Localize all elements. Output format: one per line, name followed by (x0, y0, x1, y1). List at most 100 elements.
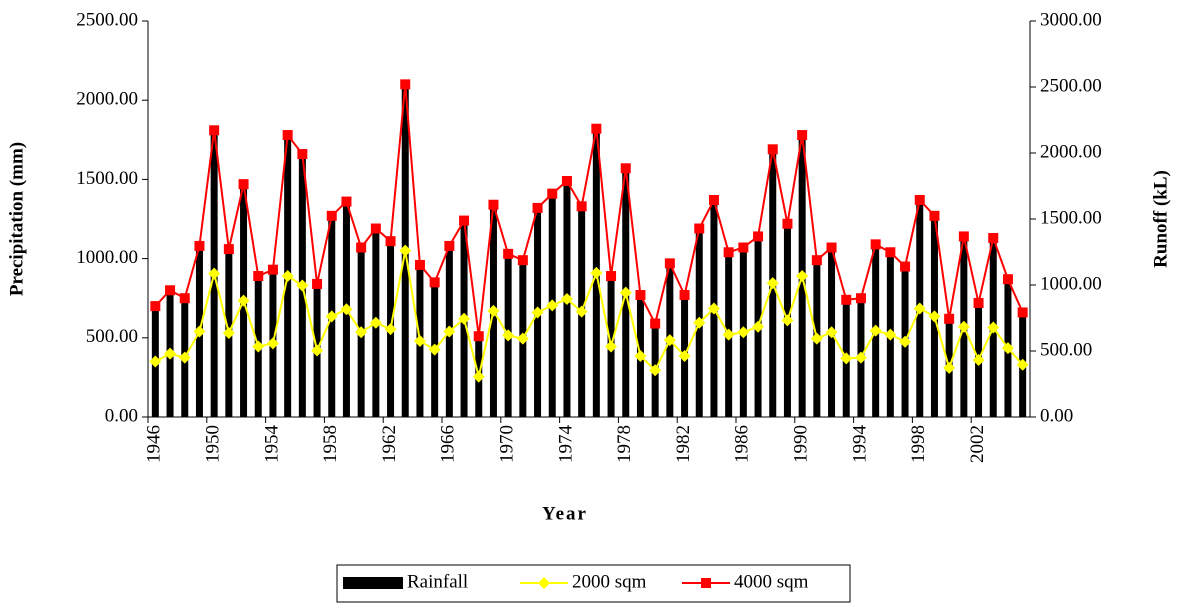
marker (810, 332, 823, 345)
legend-label: 2000 sqm (572, 571, 647, 592)
marker (532, 202, 543, 213)
marker (723, 247, 734, 258)
y2-axis-title: Runoff (kL) (1150, 170, 1171, 268)
legend-box (336, 564, 851, 603)
marker (297, 149, 308, 160)
marker (841, 294, 852, 305)
marker (546, 299, 559, 312)
marker (311, 344, 324, 357)
marker (619, 286, 632, 299)
marker (238, 179, 249, 190)
marker (707, 302, 720, 315)
y2-tick-label: 2000.00 (1040, 141, 1102, 162)
marker (503, 248, 514, 259)
x-tick-label: 1986 (732, 425, 753, 463)
marker (326, 210, 337, 221)
marker (797, 130, 808, 141)
marker (531, 306, 544, 319)
marker (605, 340, 618, 353)
marker (825, 326, 838, 339)
marker (634, 350, 647, 363)
marker (443, 325, 456, 338)
marker (650, 318, 661, 329)
marker (502, 329, 515, 342)
x-tick-label: 1994 (849, 425, 870, 464)
marker (752, 320, 765, 333)
y2-tick-label: 1500.00 (1040, 207, 1102, 228)
marker (869, 324, 882, 337)
marker (973, 297, 984, 308)
marker (369, 316, 382, 329)
marker (840, 352, 853, 365)
marker (958, 231, 969, 242)
marker (325, 310, 338, 323)
marker (458, 312, 471, 325)
x-tick-label: 1998 (908, 425, 929, 463)
marker (282, 130, 293, 141)
x-tick-label: 1954 (261, 425, 282, 464)
y2-tick-label: 2500.00 (1040, 75, 1102, 96)
marker (179, 293, 190, 304)
marker (591, 123, 602, 134)
marker (944, 313, 955, 324)
marker (312, 278, 323, 289)
y-tick-label: 1000.00 (76, 247, 138, 268)
x-tick-label: 1962 (379, 425, 400, 463)
legend-label: 4000 sqm (734, 571, 809, 592)
marker (341, 196, 352, 207)
marker (722, 328, 735, 341)
marker (252, 340, 265, 353)
marker (854, 351, 867, 364)
x-tick-label: 1946 (144, 425, 165, 463)
marker (737, 326, 750, 339)
marker (547, 188, 558, 199)
marker (1017, 307, 1028, 318)
marker (399, 244, 412, 257)
marker (472, 370, 485, 383)
x-tick-label: 1978 (614, 425, 635, 463)
marker (165, 285, 176, 296)
marker (575, 305, 588, 318)
y-tick-label: 2000.00 (76, 89, 138, 110)
x-tick-label: 1958 (320, 425, 341, 463)
marker (560, 292, 573, 305)
y2-tick-label: 1000.00 (1040, 273, 1102, 294)
x-tick-label: 1950 (203, 425, 224, 463)
legend-label: Rainfall (407, 571, 468, 592)
marker (223, 244, 234, 255)
marker (444, 240, 455, 251)
marker (516, 332, 529, 345)
marker (400, 79, 411, 90)
marker (781, 314, 794, 327)
marker (355, 326, 368, 339)
x-tick-label: 1970 (497, 425, 518, 463)
marker (635, 290, 646, 301)
y-tick-label: 2500.00 (76, 9, 138, 30)
marker (237, 294, 250, 307)
x-tick-label: 1966 (438, 425, 459, 463)
marker (913, 302, 926, 315)
marker (693, 316, 706, 329)
marker (678, 350, 691, 363)
x-tick-label: 1974 (555, 425, 576, 464)
marker (988, 233, 999, 244)
marker (987, 321, 1000, 334)
marker (899, 335, 912, 348)
marker (900, 261, 911, 272)
marker (796, 270, 809, 283)
marker (266, 337, 279, 350)
marker (664, 258, 675, 269)
marker (870, 239, 881, 250)
x-axis-title: Year (542, 503, 588, 524)
marker (459, 215, 470, 226)
marker (884, 328, 897, 341)
marker (384, 323, 397, 336)
marker (208, 267, 221, 280)
marker (826, 242, 837, 253)
marker (885, 247, 896, 258)
marker (178, 351, 191, 364)
marker (1001, 342, 1014, 355)
marker (590, 266, 603, 279)
y-tick-label: 500.00 (86, 326, 138, 347)
